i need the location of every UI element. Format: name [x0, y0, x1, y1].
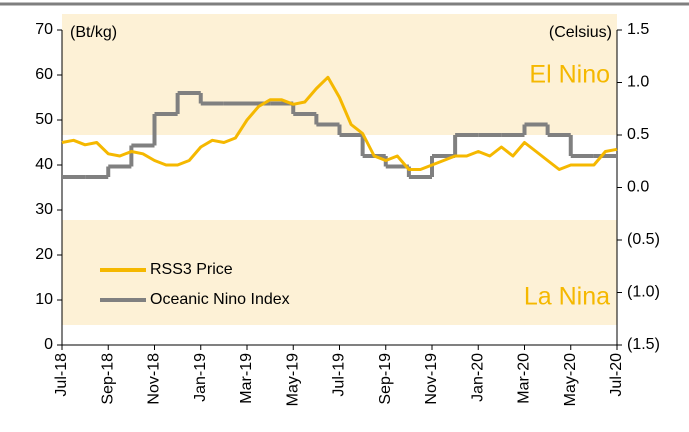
y-tick-label: 60	[35, 66, 53, 83]
x-tick-label: Nov-19	[423, 353, 440, 405]
right-unit: (Celsius)	[549, 24, 612, 41]
y2-tick-label: (1.5)	[627, 336, 660, 353]
legend-label: Oceanic Nino Index	[150, 291, 290, 308]
y-tick-label: 0	[44, 336, 53, 353]
y2-tick-label: 0.0	[627, 179, 649, 196]
y2-tick-label: 1.5	[627, 21, 649, 38]
x-tick-label: Nov-18	[146, 353, 163, 405]
x-tick-label: Jul-19	[331, 353, 348, 397]
y-tick-label: 30	[35, 201, 53, 218]
x-tick-label: Jul-20	[608, 353, 625, 397]
y-tick-label: 40	[35, 156, 53, 173]
left-unit: (Bt/kg)	[70, 24, 117, 41]
y2-tick-label: (0.5)	[627, 231, 660, 248]
x-tick-label: Sep-19	[377, 353, 394, 405]
x-tick-label: Mar-20	[516, 353, 533, 404]
y-tick-label: 70	[35, 21, 53, 38]
y-tick-label: 20	[35, 246, 53, 263]
x-tick-label: May-19	[284, 353, 301, 406]
x-tick-label: Jan-20	[469, 353, 486, 402]
la-nina-band	[62, 220, 617, 325]
el-nino-label: El Nino	[529, 61, 610, 89]
legend-label: RSS3 Price	[150, 261, 233, 278]
y2-tick-label: 0.5	[627, 126, 649, 143]
y-tick-label: 50	[35, 111, 53, 128]
x-tick-label: Sep-18	[99, 353, 116, 405]
x-tick-label: Jan-19	[192, 353, 209, 402]
y2-tick-label: 1.0	[627, 74, 649, 91]
price-line	[61, 75, 618, 171]
x-tick-label: Mar-19	[238, 353, 255, 404]
x-tick-label: Jul-18	[53, 353, 70, 397]
y2-tick-label: (1.0)	[627, 284, 660, 301]
x-tick-label: May-20	[562, 353, 579, 406]
y-tick-label: 10	[35, 291, 53, 308]
la-nina-label: La Nina	[524, 283, 610, 311]
